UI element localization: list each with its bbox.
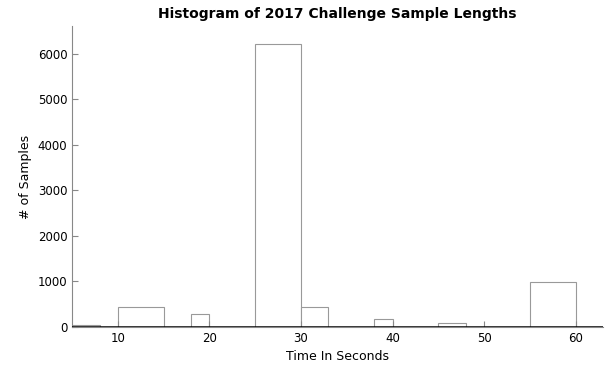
Bar <box>530 282 576 327</box>
Bar <box>191 314 209 327</box>
Bar <box>439 323 466 327</box>
X-axis label: Time In Seconds: Time In Seconds <box>286 350 389 363</box>
Bar <box>301 307 328 327</box>
Bar <box>72 325 99 327</box>
Y-axis label: # of Samples: # of Samples <box>19 134 32 219</box>
Title: Histogram of 2017 Challenge Sample Lengths: Histogram of 2017 Challenge Sample Lengt… <box>159 7 517 21</box>
Bar <box>255 44 301 327</box>
Bar <box>374 319 393 327</box>
Bar <box>118 307 163 327</box>
